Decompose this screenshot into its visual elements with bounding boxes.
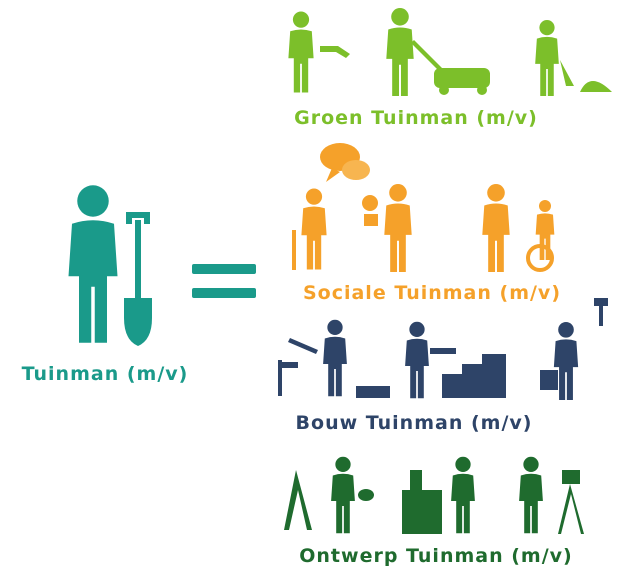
group-label: Ontwerp Tuinman (m/v) [299,545,572,567]
equals-sign [192,264,256,298]
group-label: Bouw Tuinman (m/v) [296,412,533,434]
green-icons [288,8,612,96]
main-label: Tuinman (m/v) [22,363,189,385]
orange-icons [292,143,555,272]
darkgreen-icons [284,456,584,534]
navy-icons [278,298,608,400]
group-label: Sociale Tuinman (m/v) [303,282,561,304]
group-label: Groen Tuinman (m/v) [294,107,538,129]
main-figure [68,185,152,346]
